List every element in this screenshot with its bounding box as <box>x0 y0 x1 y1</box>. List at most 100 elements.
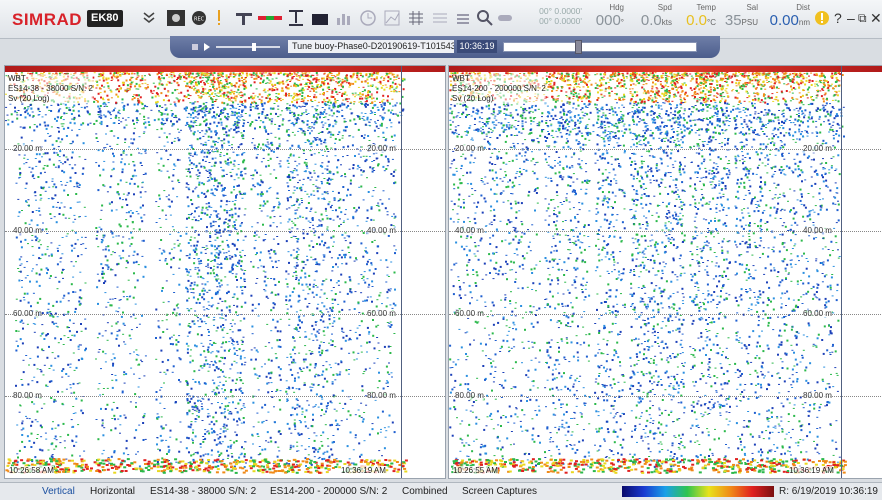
salinity-value: 35 <box>725 12 742 29</box>
depth-label: 60.00 m <box>13 309 42 318</box>
depth-label: 40.00 m <box>455 226 484 235</box>
distance-value: 0.00 <box>770 12 799 29</box>
range-icon[interactable] <box>258 8 282 28</box>
zoom-icon[interactable] <box>476 8 494 28</box>
replay-bar: Tune buoy-Phase0-D20190619-T101543-0 10:… <box>170 36 720 58</box>
replay-time: 10:36:19 <box>457 40 497 53</box>
echogram-panel-38khz[interactable]: WBT ES14-38 - 38000 S/N: 2 Sv (20 Log) 2… <box>4 65 446 479</box>
variable-label: Sv (20 Log) <box>452 94 546 104</box>
clock-icon[interactable] <box>358 8 378 28</box>
heading-unit: ° <box>621 18 624 27</box>
layers-icon[interactable] <box>454 8 474 28</box>
temperature-readout: Temp 0.0°C <box>676 3 716 29</box>
grid2-icon[interactable] <box>430 8 450 28</box>
depth-label: 20.00 m <box>455 144 484 153</box>
depth-label: 60.00 m <box>455 309 484 318</box>
depth-label: 80.00 m <box>13 391 42 400</box>
distance-label: Dist <box>758 3 810 12</box>
echogram-image <box>449 66 882 478</box>
bar-icon[interactable] <box>310 8 330 28</box>
temperature-label: Temp <box>676 3 716 12</box>
grid-icon[interactable] <box>406 8 426 28</box>
play-icon <box>204 43 210 51</box>
restore-button[interactable]: ⧉ <box>858 11 867 26</box>
record-icon[interactable]: REC <box>190 8 208 28</box>
status-bar: Vertical Horizontal ES14-38 - 38000 S/N:… <box>0 482 882 500</box>
latitude-text: 00° 0.0000' <box>520 6 582 16</box>
panel-info: WBT ES14-200 - 200000 S/N: 2 Sv (20 Log) <box>452 74 546 104</box>
transceiver-label: WBT <box>452 74 546 84</box>
position-readout: 00° 0.0000' 00° 0.0000' <box>520 6 582 26</box>
start-time-label: 10:26:55 AM <box>453 466 498 475</box>
echogram-panel-200khz[interactable]: WBT ES14-200 - 200000 S/N: 2 Sv (20 Log)… <box>448 65 882 479</box>
cursor-line <box>401 66 402 478</box>
replay-slider[interactable] <box>503 42 697 52</box>
end-time-label: 10:36:19 AM <box>789 466 834 475</box>
depth-label: 80.00 m <box>455 391 484 400</box>
temperature-value: 0.0 <box>686 12 707 29</box>
replay-file-name[interactable]: Tune buoy-Phase0-D20190619-T101543-0 <box>288 40 454 53</box>
stop-icon <box>192 44 198 50</box>
tab-es14-200[interactable]: ES14-200 - 200000 S/N: 2 <box>270 485 387 499</box>
surface-band <box>449 66 882 72</box>
tab-es14-38[interactable]: ES14-38 - 38000 S/N: 2 <box>150 485 256 499</box>
chevron-down-icon[interactable] <box>140 8 158 28</box>
simrad-logo: SIMRAD <box>12 10 82 30</box>
histogram-icon[interactable] <box>334 8 354 28</box>
depth-label: 80.00 m <box>803 391 832 400</box>
heading-readout: Hdg 000° <box>588 3 624 29</box>
warning-icon[interactable] <box>814 8 830 28</box>
channel-label: ES14-38 - 38000 S/N: 2 <box>8 84 93 94</box>
speed-readout: Spd 0.0kts <box>628 3 672 29</box>
tab-vertical[interactable]: Vertical <box>42 485 75 499</box>
replay-controls <box>192 41 302 53</box>
depth-label: 40.00 m <box>13 226 42 235</box>
heading-label: Hdg <box>588 3 624 12</box>
depth-label: 20.00 m <box>367 144 396 153</box>
salinity-label: Sal <box>716 3 758 12</box>
ping-icon[interactable] <box>234 8 254 28</box>
bottom-icon[interactable] <box>286 8 306 28</box>
distance-unit: nm <box>799 18 810 27</box>
cursor-line <box>841 66 842 478</box>
depth-label: 80.00 m <box>367 391 396 400</box>
salinity-unit: PSU <box>742 18 758 27</box>
transceiver-label: WBT <box>8 74 93 84</box>
distance-readout: Dist 0.00nm <box>758 3 810 29</box>
model-badge: EK80 <box>87 10 123 27</box>
longitude-text: 00° 0.0000' <box>520 16 582 26</box>
salinity-readout: Sal 35PSU <box>716 3 758 29</box>
speed-value: 0.0 <box>641 12 662 29</box>
slider-knob[interactable] <box>575 40 582 54</box>
panel-info: WBT ES14-38 - 38000 S/N: 2 Sv (20 Log) <box>8 74 93 104</box>
heading-value: 000 <box>596 12 621 29</box>
surface-band <box>5 66 445 72</box>
depth-label: 60.00 m <box>367 309 396 318</box>
speed-unit: kts <box>662 18 672 27</box>
echogram-image <box>5 66 445 478</box>
depth-label: 40.00 m <box>367 226 396 235</box>
depth-label: 60.00 m <box>803 309 832 318</box>
close-button[interactable]: ✕ <box>870 10 882 27</box>
svg-text:REC: REC <box>194 17 205 23</box>
tab-combined[interactable]: Combined <box>402 485 448 499</box>
replay-date-time: R: 6/19/2019 10:36:19 <box>779 485 878 499</box>
help-button[interactable]: ? <box>834 10 842 26</box>
depth-label: 20.00 m <box>803 144 832 153</box>
channel-label: ES14-200 - 200000 S/N: 2 <box>452 84 546 94</box>
toggle-icon[interactable] <box>496 8 514 28</box>
tab-screen-captures[interactable]: Screen Captures <box>462 485 537 499</box>
graph-icon[interactable] <box>382 8 402 28</box>
temperature-unit: °C <box>707 18 716 27</box>
alert-icon[interactable] <box>214 8 224 28</box>
depth-label: 20.00 m <box>13 144 42 153</box>
color-scale-bar <box>622 486 774 497</box>
main-toolbar: SIMRAD EK80 REC 00° 0.0000' 00° 0.0000' … <box>0 0 882 39</box>
start-time-label: 10:26:58 AM <box>9 466 54 475</box>
speed-label: Spd <box>628 3 672 12</box>
variable-label: Sv (20 Log) <box>8 94 93 104</box>
camera-icon[interactable] <box>166 8 186 28</box>
depth-label: 40.00 m <box>803 226 832 235</box>
minimize-button[interactable]: – <box>847 10 855 26</box>
tab-horizontal[interactable]: Horizontal <box>90 485 135 499</box>
